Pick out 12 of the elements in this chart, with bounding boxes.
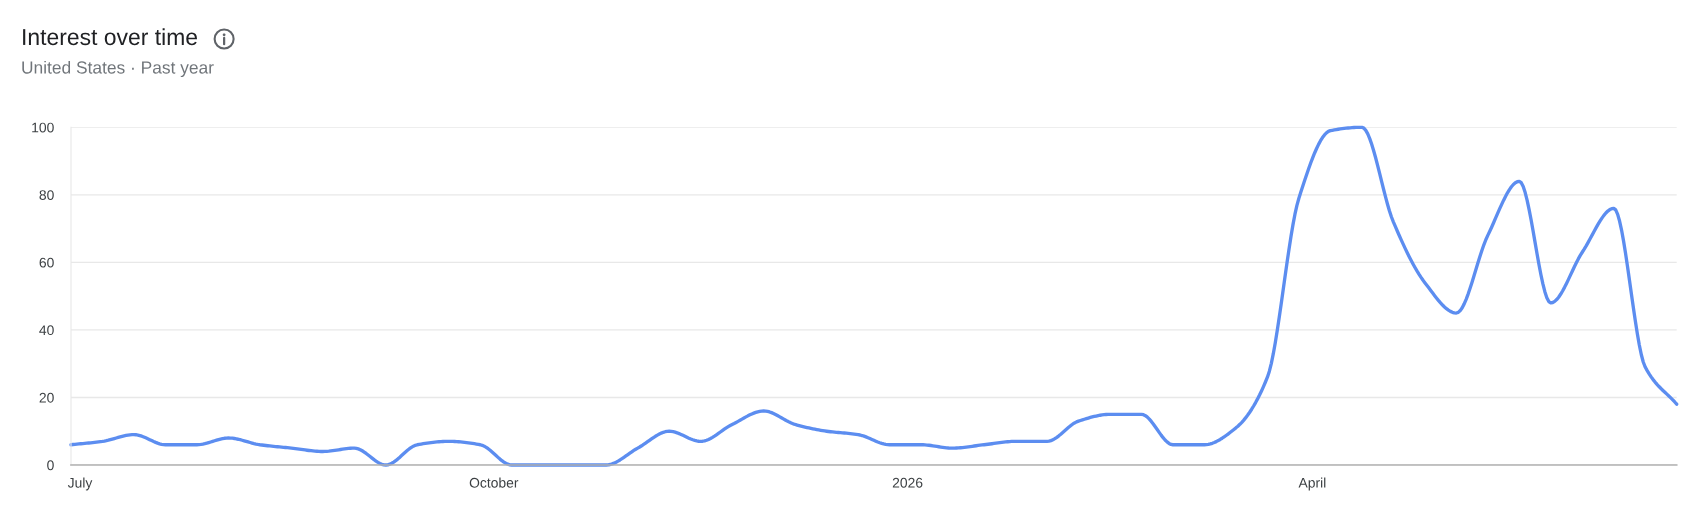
- chart-subtitle: United States · Past year: [22, 60, 214, 78]
- x-tick-label: 2026: [892, 477, 923, 488]
- y-tick-label: 60: [39, 257, 54, 268]
- y-tick-label: 20: [39, 392, 54, 403]
- x-tick-label: October: [469, 477, 519, 488]
- y-tick-label: 100: [32, 122, 54, 133]
- x-tick-label: July: [67, 477, 93, 491]
- x-tick-label: April: [1298, 477, 1326, 491]
- y-tick-label: 0: [47, 460, 54, 471]
- chart-title: Interest over time: [23, 28, 198, 46]
- y-tick-label: 40: [39, 325, 54, 336]
- y-tick-label: 80: [39, 190, 54, 201]
